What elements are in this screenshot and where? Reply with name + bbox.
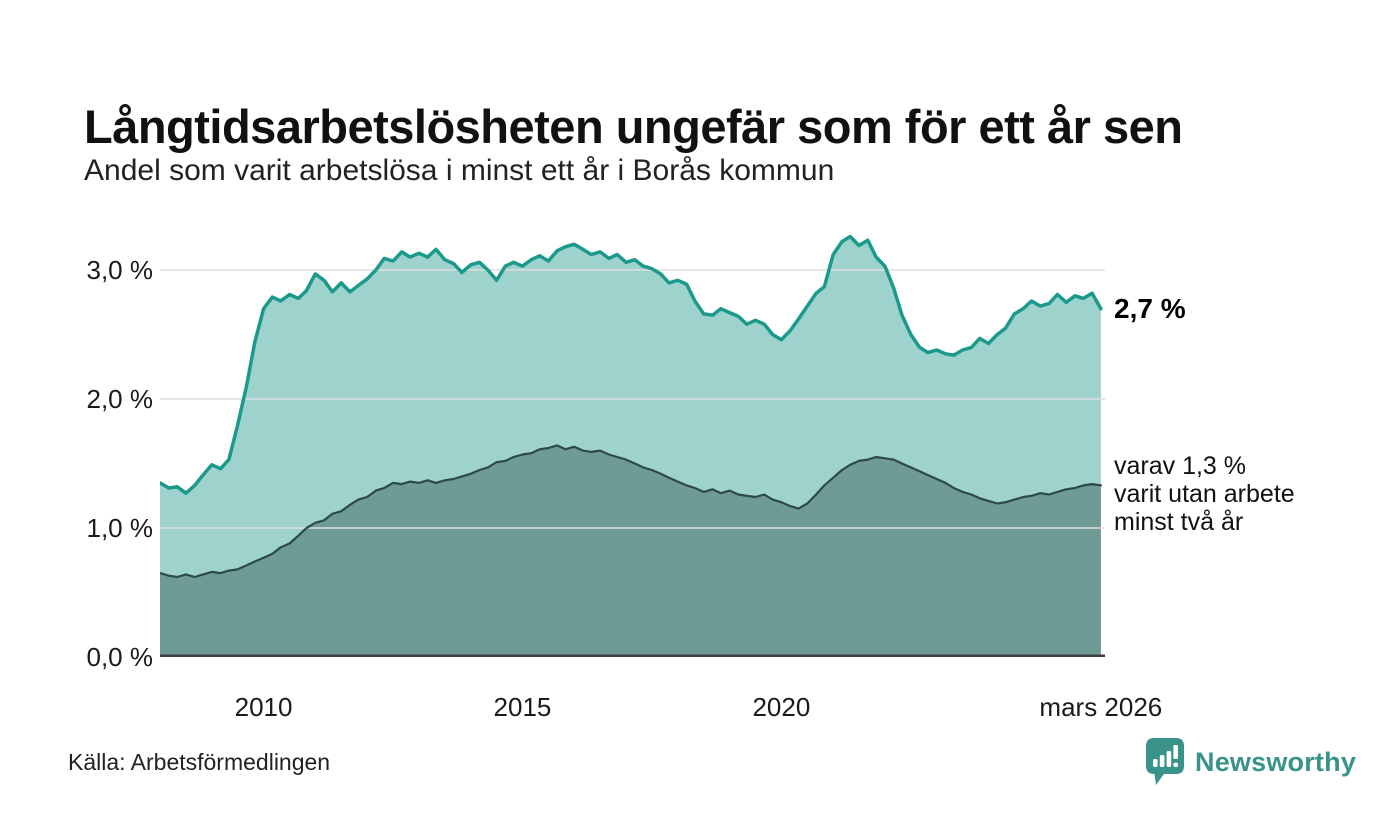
x-tick-label: 2010: [234, 692, 293, 722]
y-tick-label: 2,0 %: [86, 384, 154, 414]
chart-subtitle: Andel som varit arbetslösa i minst ett å…: [84, 154, 835, 187]
line-series-1: [160, 444, 1103, 579]
two-year-annotation: varav 1,3 % varit utan arbete minst två …: [1114, 452, 1295, 536]
annotation-line: varit utan arbete: [1114, 480, 1295, 508]
y-tick-label: 1,0 %: [86, 513, 154, 543]
annotation-line: minst två år: [1114, 508, 1244, 536]
latest-value-label: 2,7 %: [1114, 293, 1186, 324]
x-tick-label: 2020: [752, 692, 811, 722]
line-series-0: [160, 234, 1103, 495]
y-tick-label: 0,0 %: [86, 642, 154, 672]
newsworthy-wordmark: Newsworthy: [1195, 746, 1357, 777]
source-note: Källa: Arbetsförmedlingen: [68, 749, 331, 775]
area-series-1: [160, 445, 1101, 657]
annotation-line: varav 1,3 %: [1114, 452, 1247, 480]
page-title: Långtidsarbetslösheten ungefär som för e…: [84, 100, 1183, 154]
y-tick-label: 3,0 %: [86, 255, 154, 285]
chart-svg: [160, 234, 1105, 657]
newsworthy-logo[interactable]: Newsworthy: [1145, 737, 1356, 787]
x-tick-label: mars 2026: [1039, 692, 1163, 722]
newsworthy-icon: [1146, 738, 1184, 785]
x-tick-label: 2015: [493, 692, 552, 722]
